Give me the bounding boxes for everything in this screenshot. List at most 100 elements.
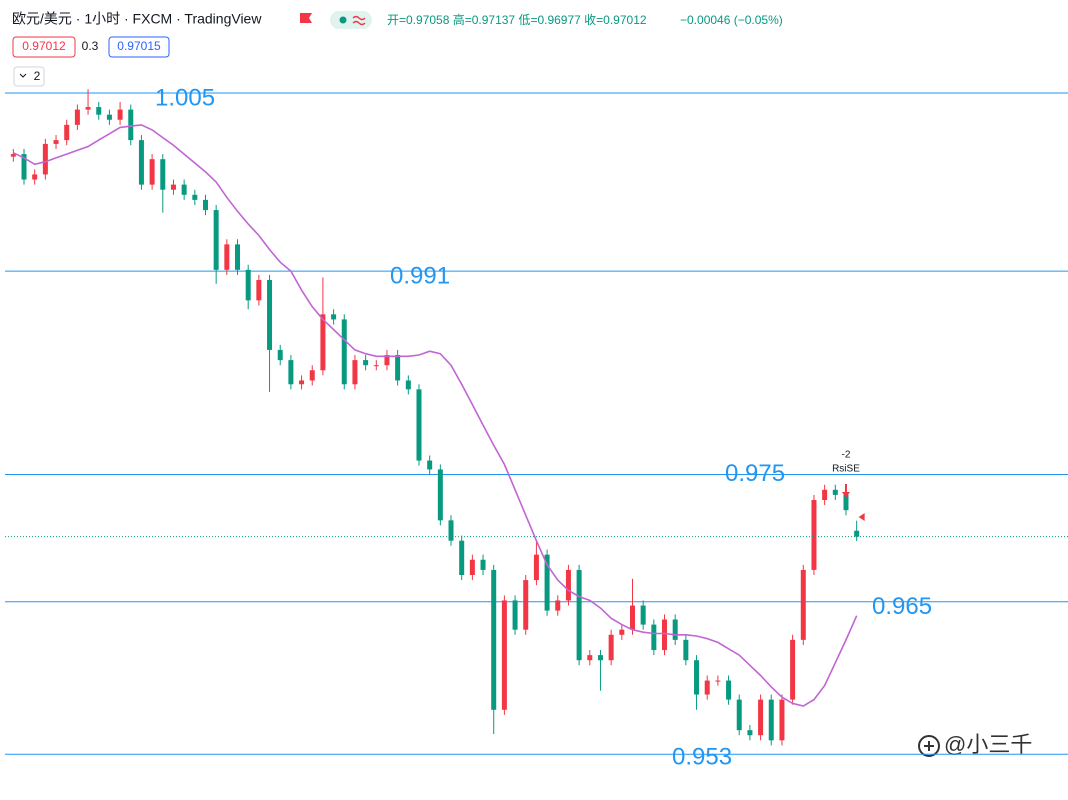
signal-marker (858, 513, 865, 521)
candle-body (288, 360, 294, 385)
candle-body (160, 159, 166, 190)
candle-body (74, 109, 80, 125)
candle-body (256, 279, 262, 301)
candle-body (181, 184, 187, 195)
candle-body (854, 530, 860, 537)
buy-button[interactable] (108, 36, 170, 58)
candle-body (299, 380, 305, 385)
candle-body (565, 569, 571, 601)
candle-body (790, 639, 796, 700)
watermark: @小三千 (944, 732, 1032, 757)
candle-body (245, 269, 251, 301)
candle-body (694, 660, 700, 695)
candle-body (341, 319, 347, 385)
signal-label: RsiSE (832, 464, 860, 475)
candle-body (523, 580, 529, 630)
level-label: 0.975 (725, 460, 785, 487)
level-label: 0.953 (672, 744, 732, 771)
candle-body (512, 600, 518, 630)
candle-body (704, 680, 710, 695)
candle-body (21, 154, 27, 180)
moving-average (12, 124, 858, 707)
candle-body (352, 360, 358, 385)
candle-body (192, 194, 198, 200)
candle-body (629, 605, 635, 630)
candle-body (138, 140, 144, 185)
candle-body (42, 143, 48, 175)
ohlc-values: 开=0.97058 高=0.97137 低=0.96977 收=0.97012 (387, 12, 647, 27)
candle-body (779, 699, 785, 741)
sell-price[interactable]: 0.97012 (22, 39, 66, 53)
candle-body (373, 365, 379, 367)
candle-body (736, 699, 742, 731)
candle-body (662, 619, 668, 651)
candle-body (384, 355, 390, 366)
candle-body (437, 469, 443, 521)
candle-body (202, 199, 208, 211)
candle-body (363, 360, 369, 366)
candle-body (640, 605, 646, 625)
candle-body (747, 730, 753, 736)
candle-body (800, 569, 806, 640)
candle-body (726, 680, 732, 700)
candle-body (224, 244, 230, 270)
indicators-toggle[interactable] (13, 66, 45, 87)
candle-body (128, 109, 134, 141)
candle-body (811, 499, 817, 570)
candle-body (469, 559, 475, 576)
sell-button[interactable] (12, 36, 76, 58)
candle-body (170, 184, 176, 190)
price-change: −0.00046 (−0.05%) (680, 13, 783, 27)
candle-body (843, 494, 849, 511)
candle-body (597, 655, 603, 661)
candle-body (395, 355, 401, 381)
candle-body (480, 559, 486, 570)
candle-body (491, 569, 497, 710)
candle-body (651, 624, 657, 651)
candle-body (555, 600, 561, 611)
candle-body (619, 629, 625, 635)
candle-body (64, 124, 70, 141)
candle-body (533, 554, 539, 581)
candle-body (427, 460, 433, 470)
candle-body (448, 520, 454, 541)
symbol-title: 欧元/美元 · 1小时 · FXCM · TradingView (12, 11, 262, 27)
candle-body (683, 639, 689, 661)
candle-body (96, 107, 102, 115)
buy-price[interactable]: 0.97015 (117, 39, 161, 53)
candle-body (10, 154, 16, 157)
candle-body (832, 489, 838, 495)
watermark-logo (918, 735, 940, 757)
candle-body (117, 109, 123, 120)
candle-body (459, 540, 465, 576)
candle-body (213, 210, 219, 270)
candle-body (405, 380, 411, 390)
level-label: 1.005 (155, 84, 215, 111)
candle-body (672, 619, 678, 640)
candle-body (576, 569, 582, 661)
candle-body (320, 314, 326, 371)
signal-count: -2 (842, 450, 851, 461)
candle-body (85, 107, 91, 110)
spread: 0.3 (82, 39, 99, 53)
candle-body (309, 370, 315, 381)
candle-body (106, 114, 112, 120)
candle-body (501, 600, 507, 710)
chevron-icon (19, 73, 27, 78)
candle-body (715, 680, 721, 682)
indicators-count[interactable]: 2 (34, 69, 41, 83)
status-pill[interactable] (330, 11, 372, 29)
candle-body (768, 699, 774, 741)
flag-icon[interactable] (300, 13, 312, 23)
candle-body (277, 349, 283, 361)
level-label: 0.965 (872, 593, 932, 620)
candle-body (32, 174, 38, 180)
candle-body (758, 699, 764, 736)
candle-body (544, 554, 550, 611)
candle-body (53, 140, 59, 144)
candle-body (587, 655, 593, 661)
candle-body (149, 159, 155, 185)
candle-body (416, 389, 422, 461)
